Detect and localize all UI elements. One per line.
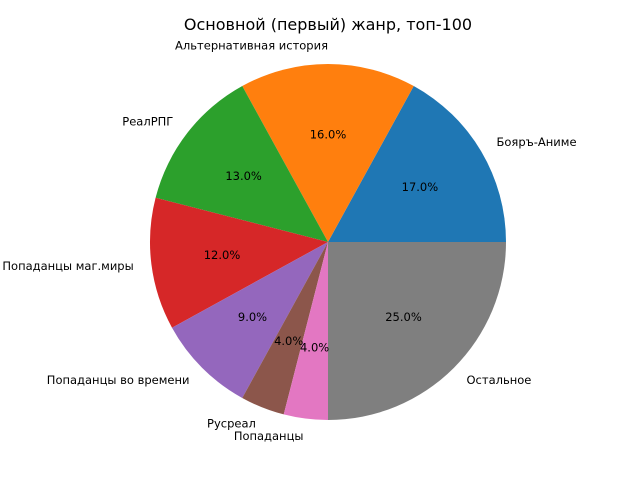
pie-labels: 17.0% Бояръ-Аниме 16.0% Альтернативная исто… xyxy=(2,39,576,443)
pie-slice-2 xyxy=(155,86,328,243)
pie-slice-label-0: Бояръ-Аниме xyxy=(497,135,577,149)
pie-slice-label-7: Остальное xyxy=(467,373,532,387)
pie-slice-7 xyxy=(328,242,506,420)
pie-slice-percent-1: 16.0% xyxy=(310,128,347,142)
pie-slice-percent-2: 13.0% xyxy=(225,169,262,183)
pie-slice-percent-0: 17.0% xyxy=(402,180,439,194)
pie-slice-label-1: Альтернативная история xyxy=(175,39,328,53)
pie-slice-label-5: Русреал xyxy=(207,417,256,431)
pie-slice-percent-3: 12.0% xyxy=(204,248,241,262)
pie-slices xyxy=(149,64,506,421)
pie-slice-6 xyxy=(283,242,328,421)
pie-slice-percent-6: 4.0% xyxy=(300,341,329,355)
pie-slice-percent-4: 9.0% xyxy=(238,310,267,324)
pie-slice-5 xyxy=(242,242,328,415)
pie-slice-1 xyxy=(242,64,414,242)
pie-slice-3 xyxy=(149,197,328,328)
pie-slice-4 xyxy=(172,242,328,398)
pie-slice-label-2: РеалРПГ xyxy=(122,115,173,129)
pie-slice-label-6: Попаданцы xyxy=(234,429,304,443)
chart-title: Основной (первый) жанр, топ-100 xyxy=(184,15,472,34)
pie-slice-0 xyxy=(328,86,506,243)
pie-slice-label-4: Попаданцы во времени xyxy=(47,373,190,387)
pie-slice-percent-5: 4.0% xyxy=(274,334,303,348)
pie-slice-percent-7: 25.0% xyxy=(385,310,422,324)
pie-slice-label-3: Попаданцы маг.миры xyxy=(2,259,133,273)
